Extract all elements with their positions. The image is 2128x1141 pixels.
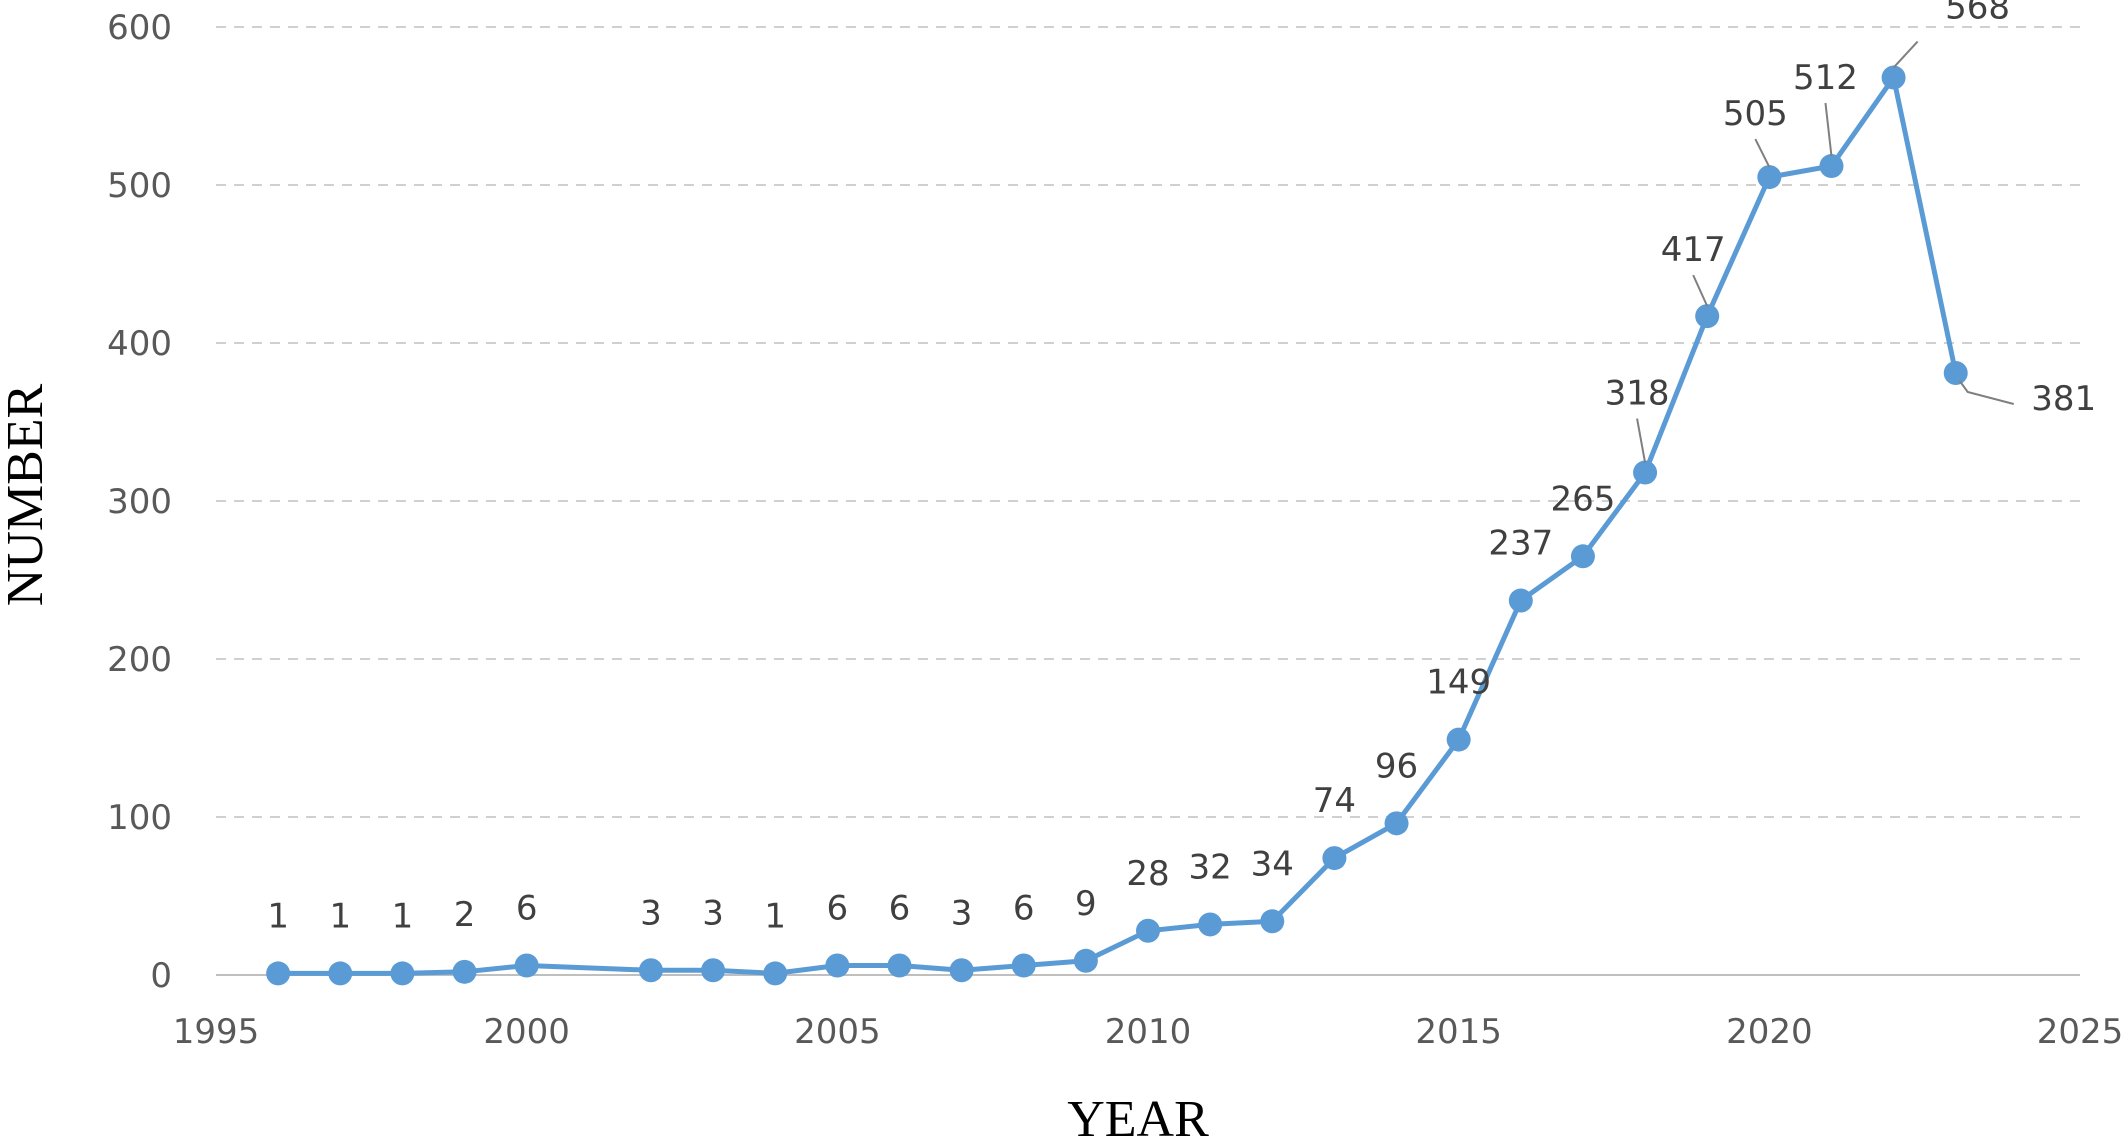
data-label: 1 xyxy=(392,896,414,936)
data-point xyxy=(1570,544,1595,569)
data-label: 28 xyxy=(1126,854,1169,894)
data-label: 1 xyxy=(764,896,786,936)
data-label: 512 xyxy=(1793,58,1858,98)
data-point xyxy=(701,958,726,983)
series-line xyxy=(278,75,1959,976)
data-labels: 1 1 1 2 6 3 3 1 6 6 3 6 928 32 34749614923726531841750… xyxy=(267,0,2096,936)
data-label: 505 xyxy=(1723,94,1788,134)
x-axis-title: YEAR xyxy=(1067,1091,1209,1141)
data-label: 149 xyxy=(1426,663,1491,703)
leader-line xyxy=(1754,138,1771,168)
y-tick-label: 0 xyxy=(150,956,172,996)
data-point xyxy=(1198,912,1223,937)
data-label: 6 xyxy=(827,889,849,929)
data-point xyxy=(1695,304,1720,329)
data-label: 568 xyxy=(1945,0,2010,28)
data-point xyxy=(949,958,974,983)
y-tick-label: 400 xyxy=(107,324,172,364)
data-label: 6 xyxy=(889,889,911,929)
data-label: 6 xyxy=(516,889,538,929)
data-label: 74 xyxy=(1313,781,1356,821)
data-label: 6 xyxy=(1013,889,1035,929)
data-point xyxy=(1757,165,1782,190)
y-tick-label: 100 xyxy=(107,798,172,838)
y-axis-title: NUMBER xyxy=(0,383,54,606)
data-label: 265 xyxy=(1550,479,1615,519)
data-point xyxy=(1881,65,1906,90)
y-tick-label: 500 xyxy=(107,166,172,206)
data-point xyxy=(390,961,415,986)
data-label: 9 xyxy=(1075,884,1097,924)
data-label: 96 xyxy=(1375,746,1418,786)
axes: 0 100 200 300 400 500 600 1995 2000 2005 2010 2015 2… xyxy=(107,8,2123,1052)
data-point xyxy=(887,953,912,978)
data-point xyxy=(514,953,539,978)
leader-line xyxy=(1824,102,1833,157)
leader-line xyxy=(1692,274,1709,307)
x-tick-label: 2020 xyxy=(1726,1012,1813,1052)
y-tick-label: 200 xyxy=(107,640,172,680)
x-tick-label: 2010 xyxy=(1105,1012,1192,1052)
data-point xyxy=(1011,953,1036,978)
data-point xyxy=(1819,154,1844,179)
data-point xyxy=(266,961,291,986)
series-layer xyxy=(266,65,1968,986)
data-point xyxy=(1322,846,1347,871)
data-point xyxy=(825,953,850,978)
data-label: 237 xyxy=(1488,524,1553,564)
data-point xyxy=(452,959,477,984)
data-label: 2 xyxy=(454,895,476,935)
leader-line xyxy=(1636,418,1647,463)
x-tick-label: 1995 xyxy=(173,1012,260,1052)
y-tick-label: 300 xyxy=(107,482,172,522)
x-tick-label: 2015 xyxy=(1415,1012,1502,1052)
x-tick-label: 2000 xyxy=(483,1012,570,1052)
data-point xyxy=(1260,909,1285,934)
data-label: 3 xyxy=(951,893,973,933)
data-point xyxy=(1633,460,1658,485)
data-point xyxy=(1136,918,1160,943)
leader-line xyxy=(1892,40,1919,69)
data-point xyxy=(638,958,663,983)
data-point xyxy=(1446,727,1471,752)
data-point xyxy=(1943,361,1968,386)
data-point xyxy=(328,961,353,986)
x-tick-label: 2025 xyxy=(2037,1012,2124,1052)
grid-lines xyxy=(216,26,2080,818)
data-label: 417 xyxy=(1661,230,1726,270)
data-label: 1 xyxy=(267,896,289,936)
data-point xyxy=(1073,948,1098,973)
data-point xyxy=(1384,811,1409,836)
data-label: 3 xyxy=(702,893,724,933)
y-tick-label: 600 xyxy=(107,8,172,48)
data-label: 32 xyxy=(1189,847,1232,887)
data-label: 1 xyxy=(329,896,351,936)
data-label: 318 xyxy=(1605,374,1670,414)
data-label: 34 xyxy=(1251,844,1294,884)
leader-line xyxy=(1958,380,2014,405)
data-point xyxy=(1508,588,1533,613)
data-label: 3 xyxy=(640,893,662,933)
x-tick-label: 2005 xyxy=(794,1012,881,1052)
data-label: 381 xyxy=(2031,379,2096,419)
data-point xyxy=(763,961,788,986)
